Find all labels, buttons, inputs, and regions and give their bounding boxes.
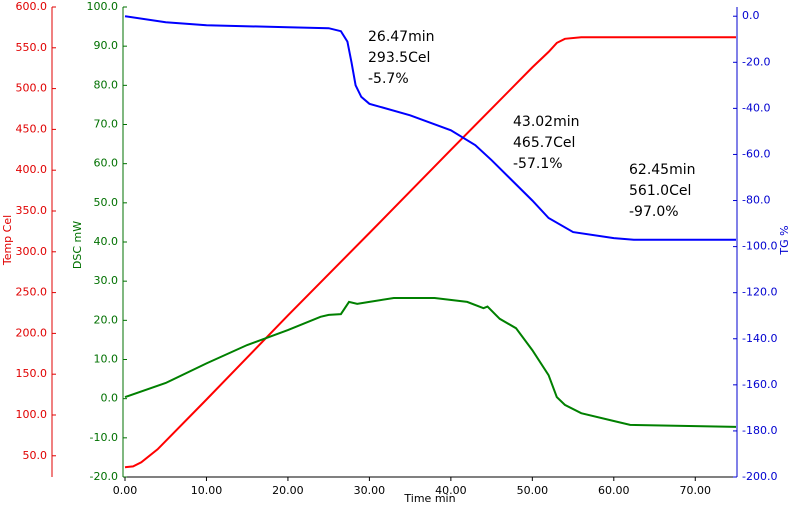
y-tick-label: -80.0 bbox=[742, 194, 770, 207]
y-tick-label: 70.0 bbox=[94, 118, 119, 131]
y-tick-label: 250.0 bbox=[16, 286, 48, 299]
y-tick-label: 10.0 bbox=[94, 353, 119, 366]
x-tick-label: 50.00 bbox=[517, 484, 549, 497]
annotation: 62.45min bbox=[629, 162, 695, 178]
y-tick-label: 300.0 bbox=[16, 245, 48, 258]
temp-axis-label: Temp Cel bbox=[1, 215, 14, 266]
x-tick-label: 60.00 bbox=[598, 484, 630, 497]
annotation: -97.0% bbox=[629, 204, 679, 220]
y-tick-label: 600.0 bbox=[16, 0, 48, 13]
y-tick-label: -20.0 bbox=[90, 470, 118, 483]
y-tick-label: -200.0 bbox=[742, 470, 777, 483]
y-tick-label: 550.0 bbox=[16, 41, 48, 54]
y-tick-label: 450.0 bbox=[16, 122, 48, 135]
x-tick-label: 20.00 bbox=[272, 484, 304, 497]
y-tick-label: 60.0 bbox=[94, 157, 119, 170]
y-tick-label: 0.0 bbox=[101, 392, 119, 405]
y-tick-label: 40.0 bbox=[94, 235, 119, 248]
dsc-axis-label: DSC mW bbox=[71, 221, 84, 269]
annotation: 561.0Cel bbox=[629, 183, 691, 199]
series-line bbox=[124, 15, 736, 241]
y-tick-label: 200.0 bbox=[16, 326, 48, 339]
y-tick-label: -160.0 bbox=[742, 378, 777, 391]
y-tick-label: 80.0 bbox=[94, 78, 119, 91]
y-tick-label: 0.0 bbox=[742, 9, 760, 22]
annotation: 465.7Cel bbox=[513, 135, 575, 151]
y-tick-label: -40.0 bbox=[742, 101, 770, 114]
annotation: -5.7% bbox=[368, 71, 409, 87]
y-tick-label: 20.0 bbox=[94, 313, 119, 326]
annotation: 26.47min bbox=[368, 29, 434, 45]
annotation: 293.5Cel bbox=[368, 50, 430, 66]
y-tick-label: 500.0 bbox=[16, 82, 48, 95]
y-tick-label: -60.0 bbox=[742, 147, 770, 160]
x-tick-label: 30.00 bbox=[354, 484, 386, 497]
y-tick-label: -100.0 bbox=[742, 240, 777, 253]
x-tick-label: 10.00 bbox=[191, 484, 223, 497]
y-tick-label: 90.0 bbox=[94, 39, 119, 52]
y-tick-label: -20.0 bbox=[742, 55, 770, 68]
y-tick-label: 400.0 bbox=[16, 163, 48, 176]
y-tick-label: 100.0 bbox=[16, 408, 48, 421]
y-tick-label: 100.0 bbox=[87, 0, 119, 13]
y-tick-label: 350.0 bbox=[16, 204, 48, 217]
x-tick-label: 40.00 bbox=[435, 484, 467, 497]
series-line bbox=[124, 36, 736, 469]
y-tick-label: -10.0 bbox=[90, 431, 118, 444]
y-tick-label: 30.0 bbox=[94, 274, 119, 287]
x-axis-label: Time min bbox=[403, 492, 455, 505]
y-tick-label: -180.0 bbox=[742, 424, 777, 437]
series-line bbox=[124, 297, 737, 428]
x-tick-label: 70.00 bbox=[680, 484, 712, 497]
y-tick-label: 50.0 bbox=[94, 196, 119, 209]
annotation: -57.1% bbox=[513, 156, 563, 172]
y-tick-label: 150.0 bbox=[16, 367, 48, 380]
tg-axis-label: TG % bbox=[778, 225, 791, 255]
y-tick-label: 50.0 bbox=[23, 449, 48, 462]
x-tick-label: 0.00 bbox=[113, 484, 138, 497]
annotation: 43.02min bbox=[513, 114, 579, 130]
y-tick-label: -120.0 bbox=[742, 286, 777, 299]
y-tick-label: -140.0 bbox=[742, 332, 777, 345]
